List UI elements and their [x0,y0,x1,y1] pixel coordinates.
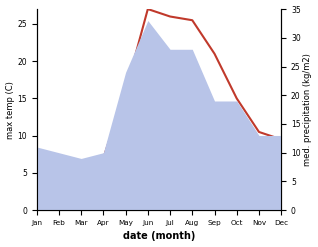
Y-axis label: med. precipitation (kg/m2): med. precipitation (kg/m2) [303,53,313,166]
Y-axis label: max temp (C): max temp (C) [5,81,15,139]
X-axis label: date (month): date (month) [123,231,195,242]
